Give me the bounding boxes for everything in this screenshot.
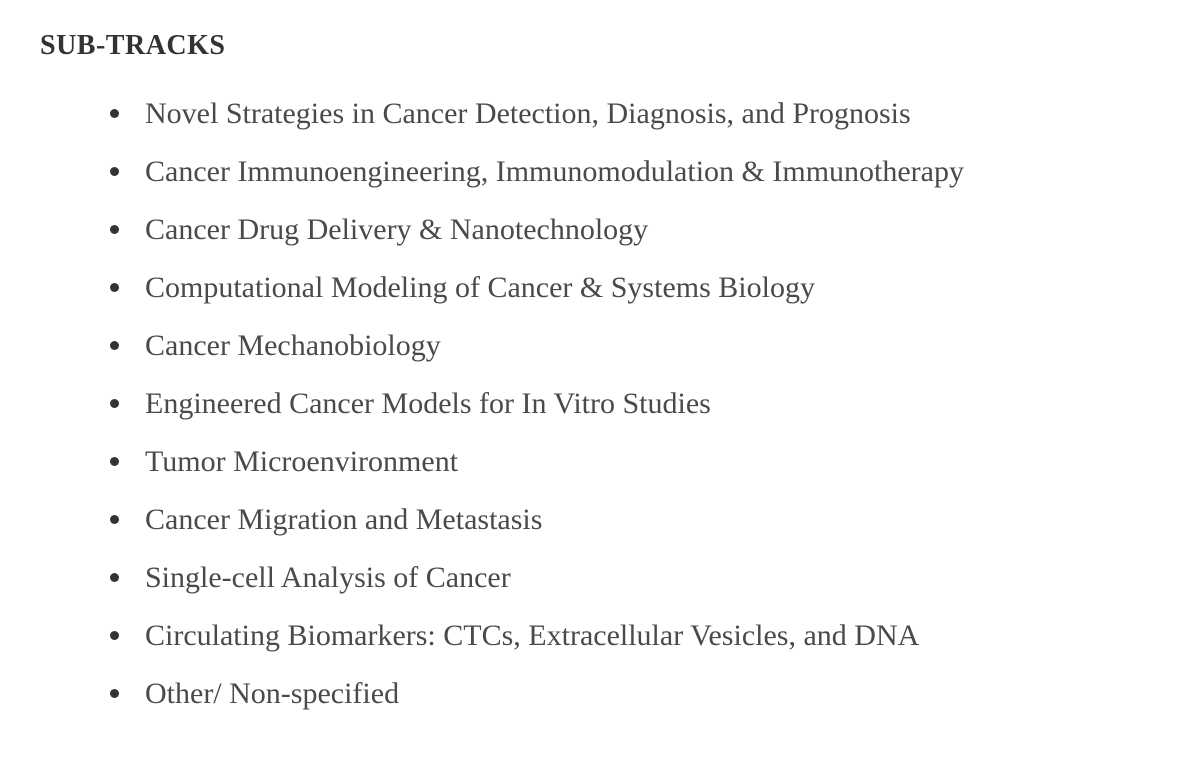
list-item: Novel Strategies in Cancer Detection, Di… — [110, 90, 1160, 138]
list-item: Cancer Immunoengineering, Immunomodulati… — [110, 148, 1160, 196]
list-item: Circulating Biomarkers: CTCs, Extracellu… — [110, 612, 1160, 660]
list-item: Engineered Cancer Models for In Vitro St… — [110, 380, 1160, 428]
subtracks-list: Novel Strategies in Cancer Detection, Di… — [40, 90, 1160, 718]
list-item: Cancer Drug Delivery & Nanotechnology — [110, 206, 1160, 254]
list-item: Cancer Migration and Metastasis — [110, 496, 1160, 544]
list-item: Cancer Mechanobiology — [110, 322, 1160, 370]
list-item: Other/ Non-specified — [110, 670, 1160, 718]
list-item: Computational Modeling of Cancer & Syste… — [110, 264, 1160, 312]
section-heading: SUB-TRACKS — [40, 30, 1160, 62]
list-item: Tumor Microenvironment — [110, 438, 1160, 486]
list-item: Single-cell Analysis of Cancer — [110, 554, 1160, 602]
